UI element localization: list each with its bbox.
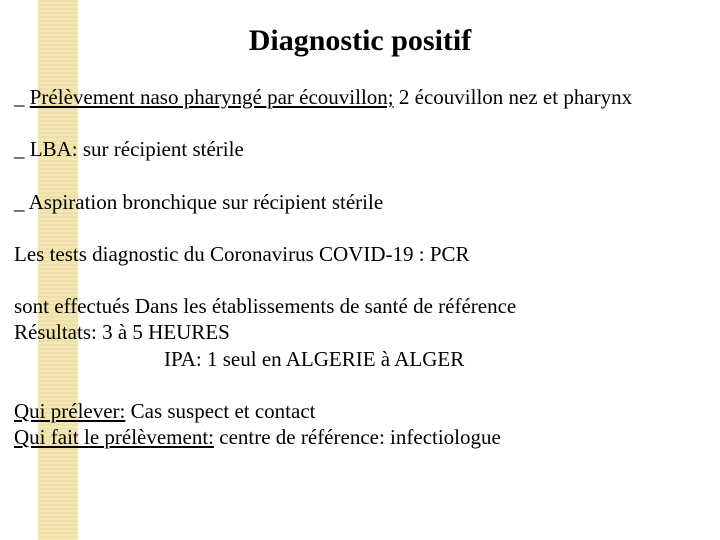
paragraph-tests: Les tests diagnostic du Coronavirus COVI… bbox=[14, 241, 706, 267]
bullet-1-prefix: _ bbox=[14, 85, 30, 109]
bullet-3: _ Aspiration bronchique sur récipient st… bbox=[14, 189, 706, 215]
bullet-2: _ LBA: sur récipient stérile bbox=[14, 136, 706, 162]
who-performs-text: centre de référence: infectiologue bbox=[214, 425, 501, 449]
bullet-1-post: 2 écouvillon nez et pharynx bbox=[394, 85, 633, 109]
who-performs-label: Qui fait le prélèvement: bbox=[14, 425, 214, 449]
slide-content: Diagnostic positif _ Prélèvement naso ph… bbox=[0, 0, 720, 540]
results-line-c: IPA: 1 seul en ALGERIE à ALGER bbox=[14, 346, 464, 372]
who-sample-text: Cas suspect et contact bbox=[125, 399, 315, 423]
results-line-a: sont effectués Dans les établissements d… bbox=[14, 294, 516, 318]
bullet-1-underline: Prélèvement naso pharyngé par écouvillon… bbox=[30, 85, 394, 109]
who-sample-label: Qui prélever: bbox=[14, 399, 125, 423]
bullet-1: _ Prélèvement naso pharyngé par écouvill… bbox=[14, 84, 706, 110]
paragraph-who: Qui prélever: Cas suspect et contact Qui… bbox=[14, 398, 706, 451]
slide-title: Diagnostic positif bbox=[14, 24, 706, 58]
results-line-b: Résultats: 3 à 5 HEURES bbox=[14, 320, 230, 344]
paragraph-results: sont effectués Dans les établissements d… bbox=[14, 293, 706, 372]
